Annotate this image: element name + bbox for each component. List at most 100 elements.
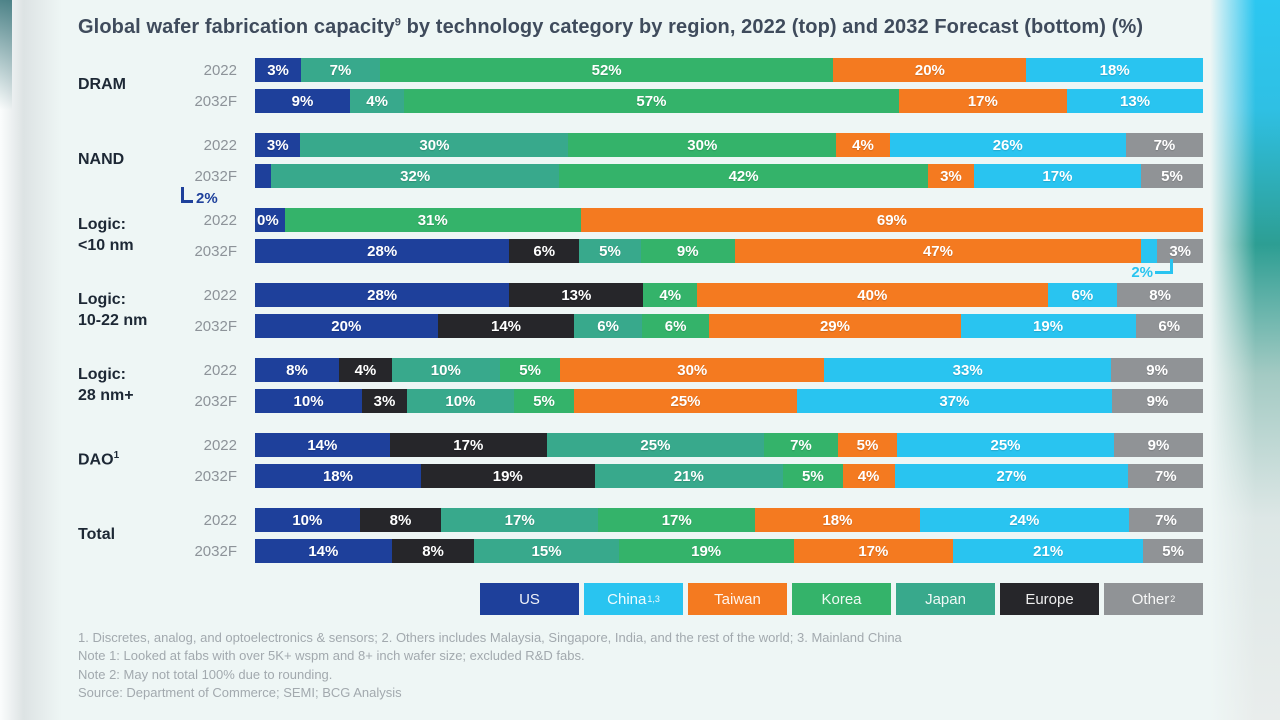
chart-group: Logic: 28 nm+ 2022 8% 4% 10% 5% 30% 33% 9% 2032F 10… xyxy=(78,358,1203,413)
bar-segment-taiwan: 69% xyxy=(580,208,1203,232)
bar-segment-taiwan: 17% xyxy=(898,89,1068,113)
bar-segment-us: 18% xyxy=(255,464,421,488)
legend-label: Korea xyxy=(821,590,862,608)
category-label: NAND xyxy=(78,150,178,171)
segment-value-label: 3% xyxy=(1169,242,1191,260)
chart-group: NAND 2022 3% 30% 30% 4% 26% 7% 2032F 32% 42% 3% 17% 5… xyxy=(78,133,1204,207)
segment-value-label: 8% xyxy=(1149,286,1171,304)
stacked-bar: 28% 6% 5% 9% 47% 3% xyxy=(255,239,1204,263)
segment-value-label: 20% xyxy=(331,317,362,335)
bar-segment-japan: 4% xyxy=(350,89,405,113)
bar-segment-china: 25% xyxy=(897,433,1115,457)
segment-value-label: 14% xyxy=(307,436,338,454)
bar-segment-us: 28% xyxy=(255,239,510,263)
category-label-line: NAND xyxy=(78,151,125,169)
page-right-edge-gradient xyxy=(1210,0,1280,720)
bar-segment-taiwan: 17% xyxy=(793,539,954,563)
bar-segment-europe: 13% xyxy=(509,283,644,307)
bar-segment-taiwan: 3% xyxy=(927,164,974,188)
stacked-bar: 0% 31% 69% xyxy=(255,208,1203,232)
chart-group-rows: 2022 14% 17% 25% 7% 5% 25% 9% 2032F 18% 19% 21% 5% 4%… xyxy=(178,433,1204,488)
segment-value-label: 42% xyxy=(728,167,759,185)
segment-value-label: 5% xyxy=(599,242,621,260)
segment-value-label: 19% xyxy=(492,467,523,485)
segment-value-label: 47% xyxy=(922,242,953,260)
year-label: 2022 xyxy=(203,511,237,529)
segment-value-label: 0% xyxy=(257,211,279,229)
chart-group-rows: 2022 28% 13% 4% 40% 6% 8% 2032F 20% 14% 6% 6% 29% 19%… xyxy=(178,283,1203,338)
bar-segment-korea: 6% xyxy=(641,314,710,338)
segment-value-label: 10% xyxy=(445,392,476,410)
year-label: 2022 xyxy=(203,286,237,304)
segment-value-label: 57% xyxy=(636,92,667,110)
segment-value-label: 5% xyxy=(1162,542,1184,560)
segment-value-label: 4% xyxy=(659,286,682,304)
segment-value-label: 7% xyxy=(1154,467,1177,485)
segment-value-label: 18% xyxy=(1099,61,1130,79)
legend-label: Japan xyxy=(925,590,966,608)
stacked-bar: 3% 7% 52% 20% 18% xyxy=(255,58,1203,82)
legend-label: China xyxy=(607,590,647,608)
chart-group-rows: 2022 8% 4% 10% 5% 30% 33% 9% 2032F 10% 3% 10% 5% 25% 3… xyxy=(178,358,1203,413)
bar-segment-taiwan: 5% xyxy=(837,433,898,457)
bar-segment-korea: 30% xyxy=(568,133,837,157)
segment-value-label: 9% xyxy=(1147,436,1170,454)
footnote-line: Note 1: Looked at fabs with over 5K+ wsp… xyxy=(78,648,585,664)
callout-connector-line xyxy=(1155,259,1173,274)
bar-segment-china: 19% xyxy=(960,314,1136,338)
bar-segment-europe: 14% xyxy=(437,314,575,338)
year-label: 2022 xyxy=(203,361,237,379)
callout-value: 2% xyxy=(196,190,218,207)
bar-segment-other: 9% xyxy=(1111,358,1203,382)
bar-segment-us: 10% xyxy=(255,389,363,413)
legend-footnote-marker: 2 xyxy=(1170,594,1176,604)
category-label-line: <10 nm xyxy=(78,236,134,254)
segment-value-label: 21% xyxy=(673,467,704,485)
segment-value-label: 40% xyxy=(857,286,888,304)
segment-value-label: 13% xyxy=(561,286,592,304)
bar-segment-other: 9% xyxy=(1111,389,1203,413)
stacked-bar: 20% 14% 6% 6% 29% 19% 6% xyxy=(255,314,1203,338)
chart-title: Global wafer fabrication capacity9 by te… xyxy=(78,16,1203,39)
bar-segment-china: 27% xyxy=(894,464,1129,488)
chart-row: 2022 3% 30% 30% 4% 26% 7% xyxy=(178,133,1204,157)
segment-value-label: 14% xyxy=(308,542,339,560)
segment-value-label: 20% xyxy=(914,61,945,79)
chart-row: 2032F 28% 6% 5% 9% 47% 3% xyxy=(178,239,1204,263)
segment-value-label: 10% xyxy=(292,511,323,529)
segment-value-label: 25% xyxy=(640,436,671,454)
segment-value-label: 10% xyxy=(293,392,324,410)
bar-segment-japan: 10% xyxy=(391,358,500,382)
category-label-line: 28 nm+ xyxy=(78,386,134,404)
bar-segment-korea: 31% xyxy=(284,208,581,232)
bar-segment-us xyxy=(255,164,272,188)
legend-item-korea: Korea xyxy=(792,583,891,615)
bar-segment-korea: 5% xyxy=(513,389,575,413)
year-label: 2022 xyxy=(203,436,237,454)
chart-group: DRAM 2022 3% 7% 52% 20% 18% 2032F 9% 4% 57% 17% 13% xyxy=(78,58,1203,113)
bar-segment-japan: 32% xyxy=(271,164,560,188)
segment-value-label: 4% xyxy=(366,92,388,110)
bar-segment-korea: 5% xyxy=(499,358,561,382)
segment-value-label: 7% xyxy=(329,61,352,79)
footnote-line: Note 2: May not total 100% due to roundi… xyxy=(78,666,333,682)
chart-group-rows: 2022 3% 7% 52% 20% 18% 2032F 9% 4% 57% 17% 13% xyxy=(178,58,1203,113)
page-left-edge-gradient xyxy=(0,0,62,720)
callout-label: 2% xyxy=(1131,259,1173,281)
segment-value-label: 18% xyxy=(322,467,353,485)
bar-segment-japan: 5% xyxy=(579,239,641,263)
segment-value-label: 5% xyxy=(519,361,541,379)
stacked-bar: 14% 8% 15% 19% 17% 21% 5% xyxy=(255,539,1203,563)
bar-segment-us: 0% xyxy=(255,208,285,232)
stacked-bar: 14% 17% 25% 7% 5% 25% 9% xyxy=(255,433,1204,457)
bar-segment-europe: 4% xyxy=(339,358,392,382)
bar-segment-taiwan: 29% xyxy=(709,314,961,338)
segment-value-label: 3% xyxy=(940,167,962,185)
segment-value-label: 30% xyxy=(677,361,708,379)
chart-legend: US China 1,3 Taiwan Korea Japan Europe Other 2 xyxy=(78,583,1203,615)
segment-value-label: 3% xyxy=(266,136,289,154)
bar-segment-korea: 9% xyxy=(640,239,735,263)
segment-value-label: 9% xyxy=(1146,361,1168,379)
bar-segment-china: 18% xyxy=(1026,58,1203,82)
segment-value-label: 4% xyxy=(354,361,377,379)
